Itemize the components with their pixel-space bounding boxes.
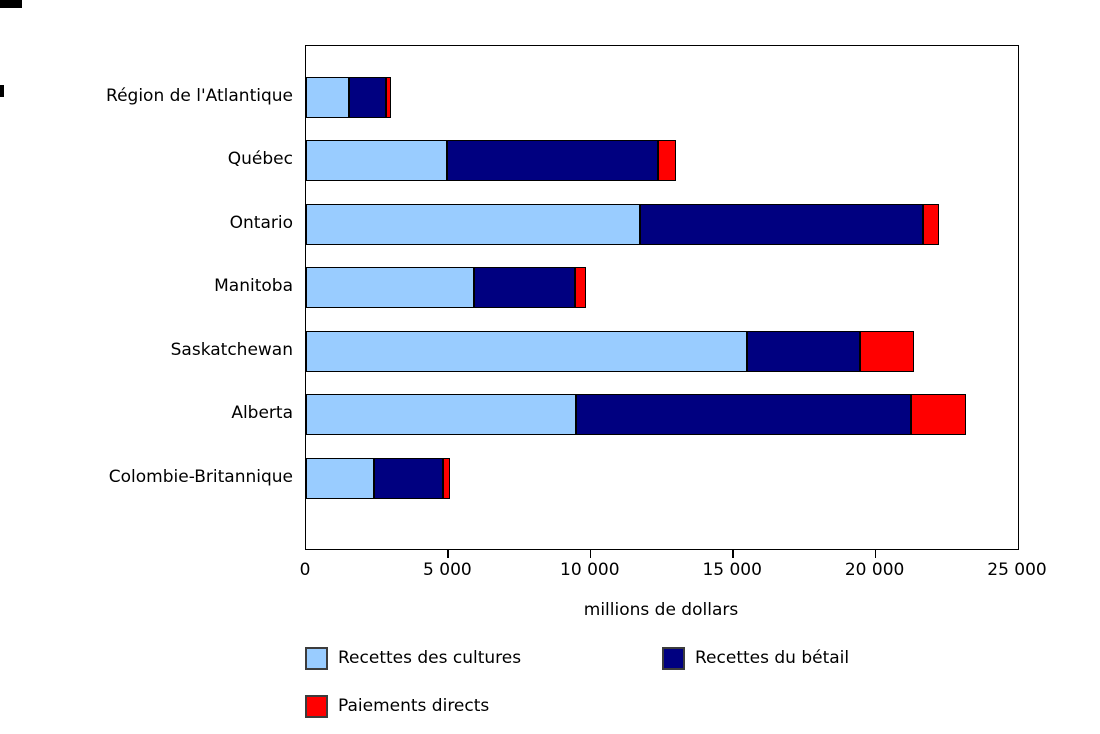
bar-segment-recettes-du-betail-alberta (576, 394, 912, 435)
bar-segment-recettes-du-betail-saskatchewan (747, 330, 860, 372)
plot-area (305, 45, 1019, 550)
bar-segment-paiements-directs-region-de-l-atlantique (385, 76, 391, 118)
bar-segment-paiements-directs-saskatchewan (859, 330, 915, 372)
legend-label-betail: Recettes du bétail (695, 648, 850, 668)
category-label-manitoba: Manitoba (214, 276, 293, 296)
bar-row-manitoba (306, 267, 1018, 308)
x-tick-10000 (589, 549, 592, 558)
corner-mark (0, 0, 22, 8)
bar-segment-paiements-directs-quebec (658, 140, 677, 181)
bar-row-quebec (306, 140, 1018, 181)
category-label-saskatchewan: Saskatchewan (170, 339, 293, 360)
category-label-region-de-l-atlantique: Région de l'Atlantique (106, 85, 293, 106)
category-label-ontario: Ontario (229, 212, 293, 233)
bar-segment-recettes-du-betail-manitoba (474, 267, 575, 308)
x-tick-label-15000: 15 000 (702, 560, 762, 580)
bar-segment-recettes-des-cultures-quebec (306, 140, 447, 181)
bar-row-saskatchewan (306, 330, 1018, 372)
bar-segment-paiements-directs-ontario (923, 203, 939, 245)
legend-label-paiements: Paiements directs (338, 696, 490, 716)
legend-item-betail: Recettes du bétail (662, 646, 849, 670)
bar-segment-paiements-directs-colombie-britannique (442, 457, 450, 499)
x-tick-20000 (874, 549, 877, 558)
bar-segment-recettes-des-cultures-ontario (306, 203, 640, 245)
bar-row-colombie-britannique (306, 457, 1018, 499)
x-tick-label-25000: 25 000 (987, 560, 1047, 580)
bar-segment-paiements-directs-alberta (911, 394, 967, 435)
x-tick-15000 (732, 549, 734, 558)
category-label-colombie-britannique: Colombie-Britannique (108, 466, 293, 487)
bar-row-ontario (306, 203, 1018, 245)
x-tick-5000 (447, 549, 449, 558)
legend-item-paiements: Paiements directs (305, 694, 489, 718)
x-tick-label-10000: 10 000 (560, 560, 620, 580)
bar-segment-recettes-des-cultures-colombie-britannique (306, 457, 375, 499)
edge-mark (0, 85, 4, 97)
x-tick-label-20000: 20 000 (844, 560, 905, 580)
bar-row-region-de-l-atlantique (306, 76, 1018, 118)
bar-segment-recettes-du-betail-region-de-l-atlantique (349, 76, 386, 118)
bar-segment-recettes-des-cultures-saskatchewan (306, 330, 748, 372)
x-tick-label-5000: 5 000 (423, 560, 472, 580)
bar-segment-recettes-du-betail-quebec (446, 140, 658, 181)
bar-segment-recettes-des-cultures-region-de-l-atlantique (306, 76, 350, 118)
x-axis-title: millions de dollars (583, 600, 739, 620)
legend-item-cultures: Recettes des cultures (305, 646, 521, 670)
legend-swatch-betail (662, 646, 685, 670)
legend-swatch-paiements (305, 694, 328, 718)
bar-segment-recettes-des-cultures-alberta (306, 394, 577, 435)
legend-label-cultures: Recettes des cultures (338, 648, 522, 668)
legend-swatch-cultures (305, 646, 328, 670)
bar-segment-paiements-directs-manitoba (574, 267, 587, 308)
bar-segment-recettes-du-betail-colombie-britannique (374, 457, 443, 499)
category-label-alberta: Alberta (231, 403, 293, 423)
bar-row-alberta (306, 394, 1018, 435)
category-label-quebec: Québec (227, 149, 293, 169)
bar-segment-recettes-du-betail-ontario (639, 203, 924, 245)
bar-segment-recettes-des-cultures-manitoba (306, 267, 475, 308)
x-tick-label-0: 0 (299, 560, 311, 580)
